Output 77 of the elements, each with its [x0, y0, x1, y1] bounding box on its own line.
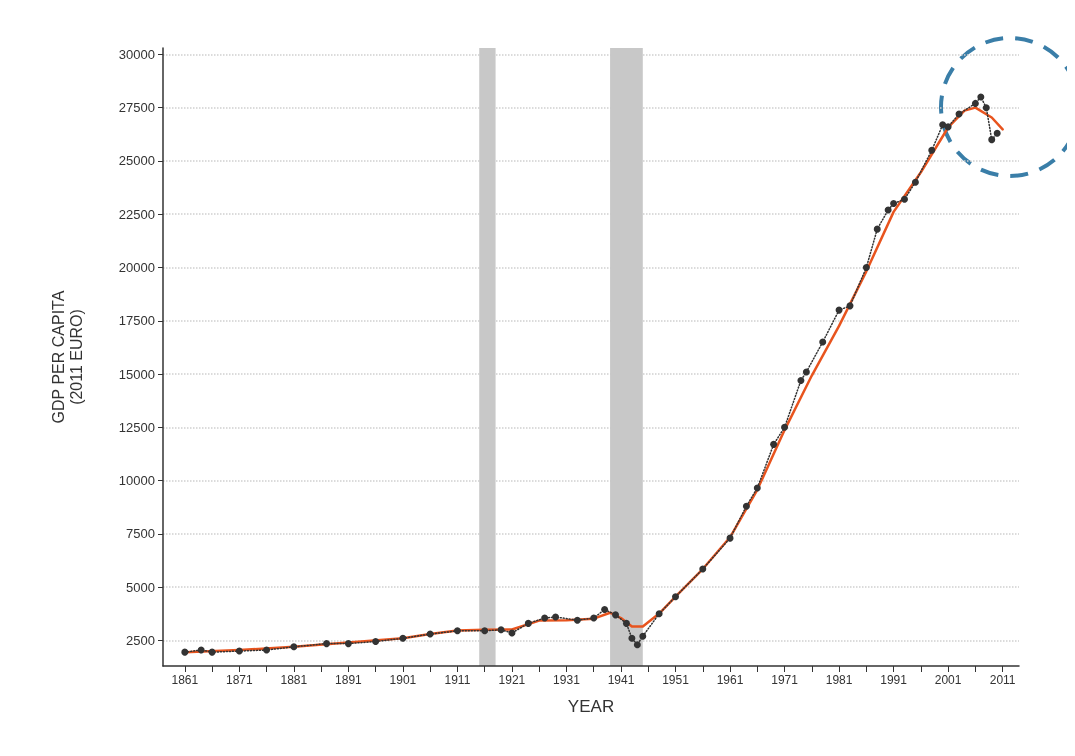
point: [263, 646, 271, 654]
point: [928, 146, 936, 154]
point: [655, 610, 663, 618]
x-tick-label: 1861: [171, 673, 199, 687]
x-tick-label: 2001: [934, 673, 962, 687]
x-tick-label: 2011: [989, 673, 1016, 687]
point: [742, 502, 750, 510]
point: [672, 593, 680, 601]
point: [890, 200, 898, 208]
point: [552, 613, 560, 621]
point: [497, 626, 505, 634]
point: [781, 423, 789, 431]
x-tick-label: 1871: [225, 673, 253, 687]
x-tick-label: 1891: [335, 673, 363, 687]
y-tick-label: 27500: [118, 100, 155, 116]
x-tick-label: 1981: [825, 673, 853, 687]
point: [639, 632, 647, 640]
y-tick-label: 12500: [118, 419, 155, 435]
x-tick-label: 1911: [444, 673, 471, 687]
x-tick-label: 1921: [498, 673, 526, 687]
y-axis-title: GDP PER CAPITA (2011 EURO): [49, 290, 85, 424]
point: [590, 614, 598, 622]
point: [939, 121, 947, 129]
point: [797, 376, 805, 384]
point: [884, 206, 892, 214]
y-tick-label: 10000: [118, 473, 155, 489]
y-tick-label: 25000: [118, 153, 155, 169]
point: [344, 640, 352, 648]
point: [481, 627, 489, 635]
x-tick-label: 1901: [389, 673, 417, 687]
y-tick-label: 2500: [126, 632, 155, 648]
y-tick-label: 5000: [126, 579, 155, 595]
point: [873, 225, 881, 233]
y-tick-label: 22500: [118, 206, 155, 222]
point: [699, 565, 707, 573]
x-tick-label: 1941: [607, 673, 635, 687]
x-tick-label: 1961: [716, 673, 744, 687]
point: [524, 619, 532, 627]
point: [988, 136, 996, 144]
point: [235, 647, 243, 655]
point: [911, 178, 919, 186]
point: [862, 264, 870, 271]
point: [573, 616, 581, 624]
point: [901, 195, 908, 203]
point: [426, 630, 434, 638]
x-tick-label: 1971: [771, 673, 799, 687]
point: [612, 611, 620, 619]
point: [628, 634, 636, 642]
point: [290, 643, 298, 651]
point: [753, 484, 761, 492]
point: [453, 627, 461, 635]
point: [208, 648, 216, 656]
point: [181, 648, 189, 656]
point: [622, 619, 630, 627]
point: [633, 641, 641, 649]
point: [971, 99, 979, 107]
point: [993, 129, 1001, 137]
x-tick-label: 1951: [662, 673, 690, 687]
y-tick-label: 20000: [118, 260, 155, 275]
point: [601, 606, 609, 614]
point: [399, 634, 407, 642]
point: [323, 640, 331, 648]
point: [944, 123, 952, 131]
x-axis-title: YEAR: [567, 697, 615, 716]
x-tick-label: 1991: [880, 673, 908, 687]
x-tick-label: 1931: [553, 673, 581, 687]
y-tick-label: 7500: [126, 526, 155, 542]
x-tick-label: 1881: [280, 673, 308, 687]
point: [982, 104, 990, 112]
point: [802, 368, 810, 376]
point: [372, 637, 380, 645]
y-tick-label: 15000: [118, 366, 155, 382]
point: [819, 338, 827, 346]
point: [770, 440, 778, 448]
y-tick-label: 30000: [118, 46, 155, 62]
point: [541, 614, 549, 622]
y-tick-label: 17500: [118, 313, 155, 329]
